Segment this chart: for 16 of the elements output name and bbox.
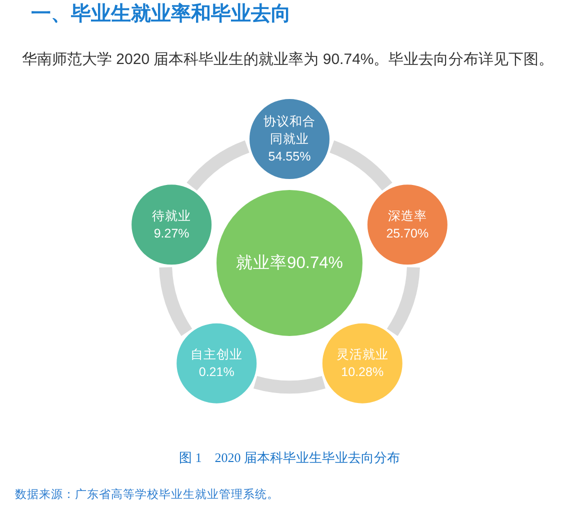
- text: 一、毕业生就业率和毕业去向: [31, 2, 291, 26]
- data-label: 90.74%: [287, 254, 344, 272]
- category-label: 自主创业: [190, 346, 243, 362]
- category-label: 深造率: [388, 208, 427, 223]
- data-label: 54.55%: [268, 150, 311, 164]
- data-label: 25.70%: [386, 226, 429, 240]
- category-label: 协议和合同就业: [264, 114, 316, 146]
- category-label: 就业率: [236, 253, 288, 272]
- text: 华南师范大学 2020 届本科毕业生的就业率为 90.74%。毕业去向分布详见下图。: [22, 50, 554, 70]
- data-label: 10.28%: [341, 365, 384, 380]
- source-note: 数据来源：广东省高等学校毕业生就业管理系统。: [15, 487, 279, 503]
- caption: 图 1 2020 届本科毕业生毕业去向分布: [178, 449, 401, 467]
- category-label: 待就业: [152, 208, 192, 223]
- data-label: 0.21%: [198, 365, 234, 380]
- category-label: 灵活就业: [336, 348, 388, 362]
- data-label: 9.27%: [154, 226, 190, 240]
